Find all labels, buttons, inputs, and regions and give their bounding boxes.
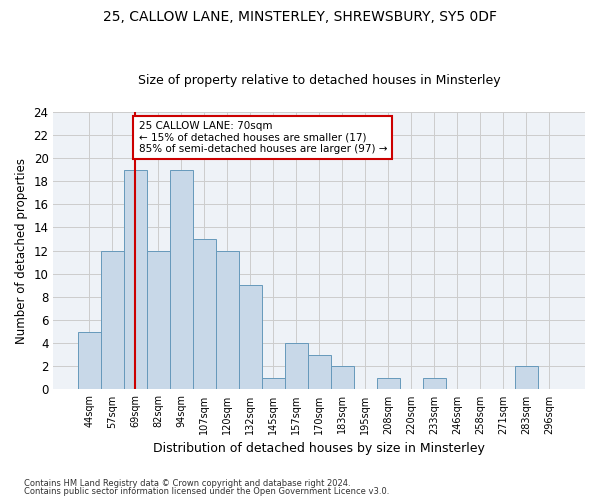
Bar	[77, 332, 101, 390]
Text: 25 CALLOW LANE: 70sqm
← 15% of detached houses are smaller (17)
85% of semi-deta: 25 CALLOW LANE: 70sqm ← 15% of detached …	[139, 121, 387, 154]
Text: 25, CALLOW LANE, MINSTERLEY, SHREWSBURY, SY5 0DF: 25, CALLOW LANE, MINSTERLEY, SHREWSBURY,…	[103, 10, 497, 24]
Bar	[193, 239, 215, 390]
Text: Contains HM Land Registry data © Crown copyright and database right 2024.: Contains HM Land Registry data © Crown c…	[24, 478, 350, 488]
Bar	[262, 378, 284, 390]
Bar	[146, 250, 170, 390]
Bar	[284, 343, 308, 390]
X-axis label: Distribution of detached houses by size in Minsterley: Distribution of detached houses by size …	[153, 442, 485, 455]
Bar	[377, 378, 400, 390]
Y-axis label: Number of detached properties: Number of detached properties	[15, 158, 28, 344]
Bar	[124, 170, 146, 390]
Bar	[515, 366, 538, 390]
Bar	[423, 378, 446, 390]
Text: Contains public sector information licensed under the Open Government Licence v3: Contains public sector information licen…	[24, 487, 389, 496]
Title: Size of property relative to detached houses in Minsterley: Size of property relative to detached ho…	[138, 74, 500, 87]
Bar	[101, 250, 124, 390]
Bar	[170, 170, 193, 390]
Bar	[239, 286, 262, 390]
Bar	[308, 354, 331, 390]
Bar	[215, 250, 239, 390]
Bar	[331, 366, 354, 390]
